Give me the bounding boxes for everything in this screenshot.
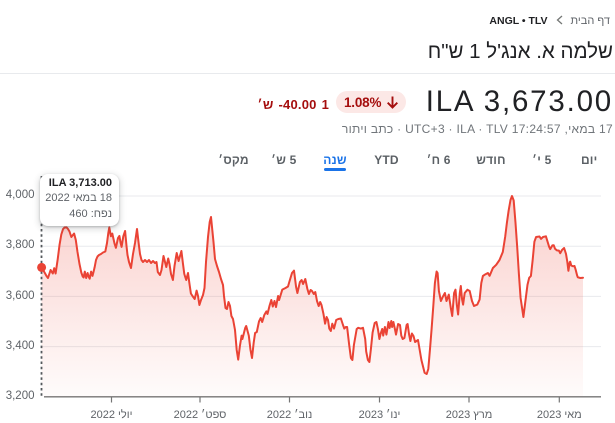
svg-text:יולי 2022: יולי 2022 (91, 408, 133, 421)
svg-text:ינו׳ 2023: ינו׳ 2023 (359, 408, 401, 421)
svg-text:מרץ 2023: מרץ 2023 (446, 409, 493, 421)
svg-text:מאי 2023: מאי 2023 (537, 409, 582, 421)
svg-text:נוב׳ 2022: נוב׳ 2022 (267, 408, 313, 421)
svg-text:ספט׳ 2022: ספט׳ 2022 (174, 408, 227, 421)
